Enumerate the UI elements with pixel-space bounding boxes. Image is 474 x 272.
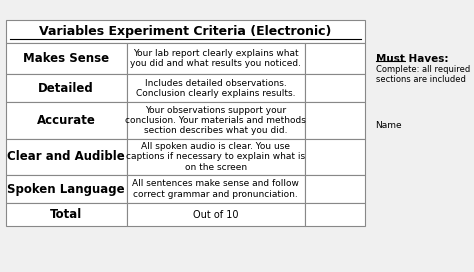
Text: Variables Experiment Criteria (Electronic): Variables Experiment Criteria (Electroni…: [39, 25, 332, 38]
Bar: [127, 74, 305, 102]
Text: All spoken audio is clear. You use
captions if necessary to explain what is
on t: All spoken audio is clear. You use capti…: [126, 142, 305, 172]
Bar: [127, 175, 305, 203]
Bar: [305, 102, 365, 139]
Bar: [6, 43, 127, 74]
Bar: [305, 175, 365, 203]
Text: Out of 10: Out of 10: [193, 210, 238, 220]
Bar: [127, 139, 305, 175]
Bar: [6, 175, 127, 203]
Text: Detailed: Detailed: [38, 82, 94, 95]
Text: Makes Sense: Makes Sense: [23, 52, 109, 65]
Bar: [305, 139, 365, 175]
Text: Name: Name: [375, 121, 402, 130]
Text: Your lab report clearly explains what
you did and what results you noticed.: Your lab report clearly explains what yo…: [130, 49, 301, 68]
Bar: [6, 203, 127, 226]
Text: Clear and Audible: Clear and Audible: [7, 150, 125, 163]
Bar: [6, 139, 127, 175]
Text: All sentences make sense and follow
correct grammar and pronunciation.: All sentences make sense and follow corr…: [132, 180, 299, 199]
Bar: [305, 43, 365, 74]
Bar: [305, 203, 365, 226]
Text: Accurate: Accurate: [37, 114, 96, 127]
Text: Spoken Language: Spoken Language: [8, 183, 125, 196]
Bar: [6, 74, 127, 102]
Bar: [6, 102, 127, 139]
Bar: [127, 203, 305, 226]
Bar: [127, 43, 305, 74]
Text: Your observations support your
conclusion. Your materials and methods
section de: Your observations support your conclusio…: [126, 106, 306, 135]
Text: Includes detailed observations.
Conclusion clearly explains results.: Includes detailed observations. Conclusi…: [136, 79, 296, 98]
Text: Must Haves:: Must Haves:: [375, 54, 448, 64]
Bar: [6, 20, 365, 43]
Text: Complete: all required
sections are included: Complete: all required sections are incl…: [375, 65, 470, 84]
Text: Total: Total: [50, 208, 82, 221]
Bar: [305, 74, 365, 102]
Bar: [127, 102, 305, 139]
